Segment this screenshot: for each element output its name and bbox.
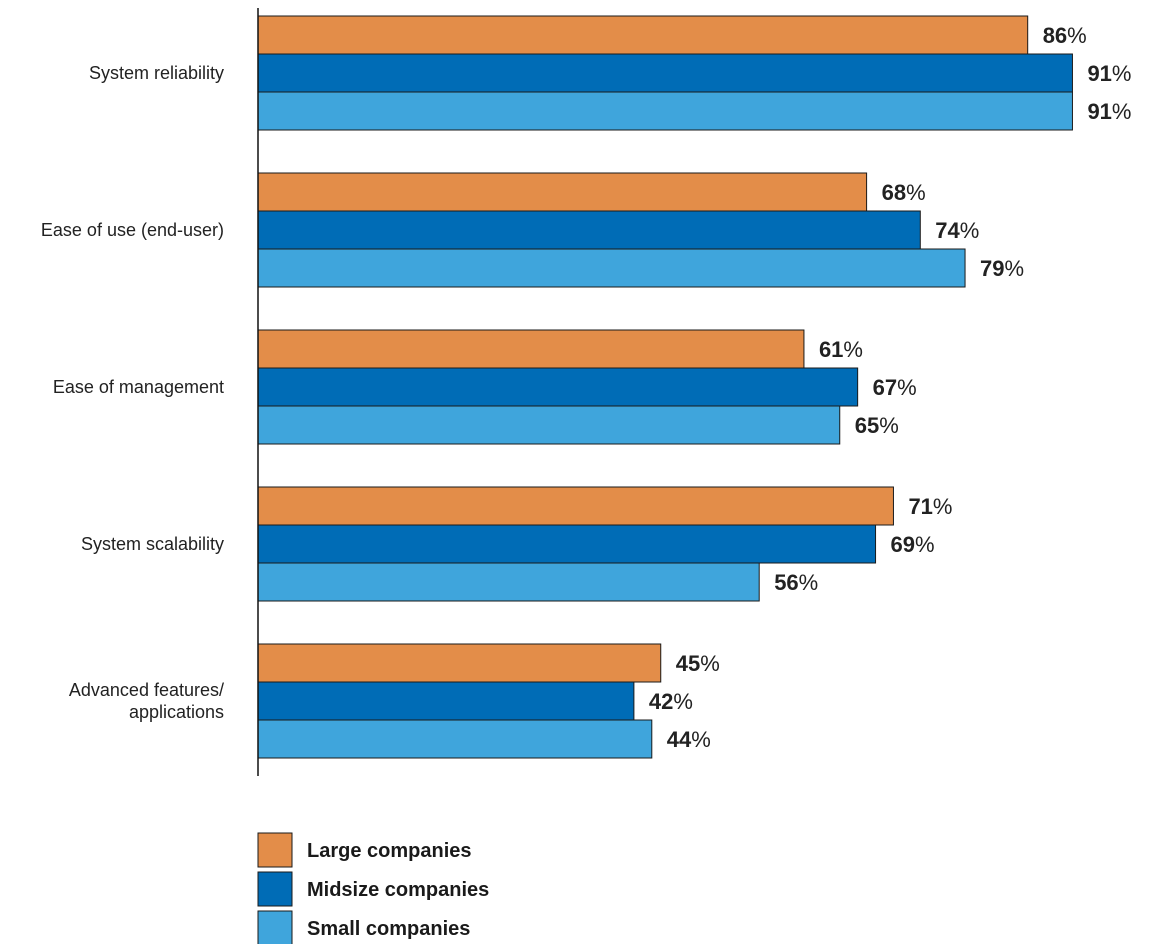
category-label: Ease of management	[53, 377, 224, 397]
bar	[257, 367, 859, 407]
bar	[257, 91, 1073, 131]
bar	[257, 329, 805, 369]
bar	[257, 15, 1029, 55]
category-labels-layer: System reliability Ease of use (end-user)…	[41, 63, 224, 722]
bar	[257, 405, 841, 445]
value-label: 56%	[774, 570, 818, 595]
value-label: 44%	[667, 727, 711, 752]
bar	[257, 486, 894, 526]
legend-swatch	[257, 871, 293, 907]
legend-label: Midsize companies	[307, 879, 489, 901]
legend: Large companies Midsize companies Small co…	[257, 832, 489, 944]
value-label: 42%	[649, 689, 693, 714]
value-label: 69%	[891, 532, 935, 557]
value-label: 86%	[1043, 23, 1087, 48]
bar	[257, 562, 760, 602]
value-label: 45%	[676, 651, 720, 676]
value-label: 91%	[1087, 99, 1131, 124]
bar	[257, 524, 877, 564]
bars-layer	[257, 15, 1073, 759]
legend-label: Large companies	[307, 840, 472, 862]
category-label: Ease of use (end-user)	[41, 220, 224, 240]
bar	[257, 248, 966, 288]
value-label: 68%	[882, 180, 926, 205]
value-label: 65%	[855, 413, 899, 438]
bar	[257, 53, 1073, 93]
value-labels-layer: 86%91%91%68%74%79%61%67%65%71%69%56%45%4…	[649, 23, 1132, 752]
value-label: 67%	[873, 375, 917, 400]
legend-label: Small companies	[307, 918, 470, 940]
category-label: System reliability	[89, 63, 224, 83]
category-label: Advanced features/applications	[69, 680, 224, 722]
category-label: System scalability	[81, 534, 224, 554]
bar	[257, 681, 635, 721]
value-label: 79%	[980, 256, 1024, 281]
bar	[257, 719, 653, 759]
bar	[257, 210, 921, 250]
value-label: 71%	[908, 494, 952, 519]
value-label: 61%	[819, 337, 863, 362]
value-label: 91%	[1087, 61, 1131, 86]
legend-swatch	[257, 910, 293, 944]
bar	[257, 172, 868, 212]
legend-swatch	[257, 832, 293, 868]
bar	[257, 643, 662, 683]
value-label: 74%	[935, 218, 979, 243]
